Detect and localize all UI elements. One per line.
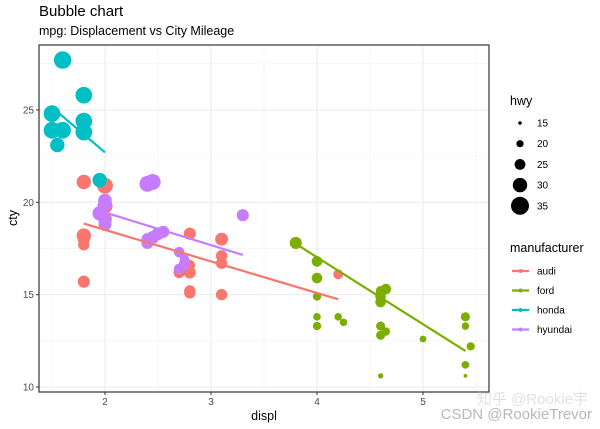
size-legend: hwy 15 20 25 30 35 [510,94,549,215]
trend-line-hyundai [104,211,244,256]
color-legend-label-audi: audi [537,267,556,278]
x-tick-label: 3 [208,397,214,408]
trend-line-audi [83,222,339,301]
bubble-ford [339,318,348,327]
bubble-honda [92,172,107,188]
size-legend-label: 25 [537,160,549,171]
x-tick-label: 2 [102,397,108,408]
bubble-hyundai [173,263,185,275]
bubble-ford [313,313,321,321]
bubble-honda [75,86,93,104]
chart-subtitle: mpg: Displacement vs City Mileage [39,24,235,38]
color-legend-label-ford: ford [537,286,554,297]
bubble-honda [54,121,71,139]
trend-line-honda [56,110,106,154]
color-legend-dot [518,269,523,273]
bubble-audi [77,275,90,288]
size-legend-label: 35 [537,201,549,212]
y-tick-label: 20 [23,198,35,209]
size-legend-label: 15 [537,119,549,130]
bubble-honda [50,137,65,153]
bubble-audi [215,288,228,301]
y-axis-title: cty [6,209,20,226]
color-legend-label-hyundai: hyundai [537,325,572,336]
size-legend-label: 20 [537,139,549,150]
y-tick-label: 15 [23,290,35,301]
color-legend-dot [518,308,523,312]
gridlines [39,45,489,392]
bubble-ford [311,272,323,284]
watermark-zhihu: 知乎 @Rookie宇 [476,391,588,408]
bubble-ford [466,342,475,351]
size-legend-key [514,159,526,170]
bubble-hyundai [236,209,249,222]
axes: 2 3 4 5 10 15 20 25 [23,105,426,408]
bubble-ford [460,312,470,322]
x-tick-label: 4 [314,397,320,408]
bubble-ford [381,327,391,336]
bubble-audi [215,232,229,246]
bubble-honda [53,51,72,69]
color-legend-dot [518,288,523,293]
bubble-ford [334,313,342,321]
bubble-ford [377,373,384,379]
color-legend: manufacturer audi ford honda hyundai [510,241,584,336]
size-legend-key [518,121,522,125]
size-legend-key [516,140,524,148]
y-tick-label: 25 [23,105,35,116]
y-tick-label: 10 [23,383,35,394]
plot-border [38,44,490,393]
bubble-ford [419,335,427,343]
size-legend-key [510,196,530,215]
data-points [43,51,475,379]
size-legend-label: 30 [537,181,549,192]
trend-line-ford [295,242,466,352]
bubble-ford [461,322,470,330]
chart-title: Bubble chart [39,3,124,20]
watermark-csdn: CSDN @RookieTrevor [440,406,592,423]
color-legend-dot [518,327,523,332]
trend-lines [56,110,466,352]
bubble-hyundai [98,218,112,231]
x-tick-label: 5 [420,397,426,408]
bubble-ford [312,321,322,331]
color-legend-title: manufacturer [510,241,584,255]
bubble-audi [76,174,92,190]
bubble-honda [75,112,93,130]
size-legend-key [512,177,528,193]
color-legend-label-honda: honda [537,306,565,317]
bubble-audi [184,287,196,299]
bubble-ford [376,321,386,331]
bubble-ford [463,374,468,378]
bubble-audi [78,239,90,251]
bubble-hyundai [179,254,190,265]
bubble-ford [461,361,470,369]
bubble-honda [43,105,61,122]
bubble-hyundai [144,174,161,190]
x-axis-title: displ [251,409,277,423]
size-legend-title: hwy [510,94,533,108]
